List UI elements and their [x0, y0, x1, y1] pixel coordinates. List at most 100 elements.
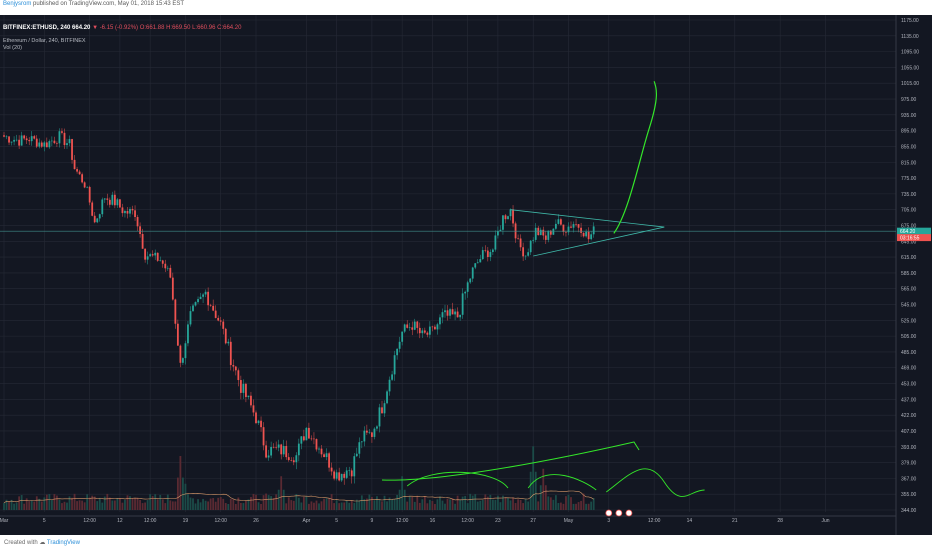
candle-body [134, 210, 136, 218]
x-axis-tick-label: Apr [303, 518, 311, 524]
y-axis-tick-label: 565.00 [901, 287, 917, 293]
volume-bar [348, 502, 351, 510]
volume-trend-drawing[interactable] [381, 441, 640, 481]
candle-body [18, 139, 21, 146]
candle-body [587, 231, 590, 240]
volume-bump-drawing[interactable] [527, 474, 597, 491]
volume-bar [161, 499, 164, 510]
volume-bar [323, 498, 325, 510]
candle-body [562, 224, 565, 232]
candle-body [544, 235, 547, 240]
event-marker-icon[interactable] [625, 509, 633, 517]
volume-bar [318, 503, 320, 510]
candle-body [174, 299, 177, 324]
volume-bar [572, 503, 575, 510]
volume-bar [169, 500, 172, 510]
volume-bar [504, 497, 507, 510]
candle-body [549, 230, 552, 235]
volume-bar [257, 502, 260, 510]
candle-body [20, 135, 23, 146]
volume-bar [456, 495, 459, 510]
candle-body [575, 224, 577, 225]
volume-bar [421, 499, 424, 510]
volume-projection-drawing[interactable] [606, 468, 705, 497]
volume-bar [418, 502, 421, 510]
volume-bar [582, 493, 585, 510]
volume-bar [302, 496, 305, 510]
volume-bar [459, 499, 462, 510]
volume-bar [469, 493, 472, 510]
price-label-box [897, 227, 931, 235]
candle-body [103, 198, 106, 200]
y-axis-tick-label: 675.00 [901, 223, 917, 229]
triangle-lower-trendline[interactable] [533, 226, 665, 257]
y-axis-tick-label: 393.00 [901, 445, 917, 451]
symbol-name[interactable]: BITFINEX:ETHUSD, 240 [3, 25, 71, 31]
volume-bar [275, 494, 278, 510]
volume-bar [388, 497, 391, 510]
volume-bar [171, 501, 174, 510]
volume-bar [471, 495, 474, 510]
volume-bar [45, 494, 48, 510]
candle-body [257, 420, 260, 424]
y-axis-tick-label: 379.00 [901, 461, 917, 467]
volume-indicator-label[interactable]: Vol (20) [3, 45, 22, 51]
volume-bar [176, 477, 179, 510]
candle-body [494, 235, 497, 250]
volume-bar [396, 494, 399, 510]
volume-bump-drawing[interactable] [406, 471, 509, 489]
chart-area[interactable]: 1175.00 1135.00 1095.00 1055.00 1015.00 975.0… [0, 15, 932, 535]
y-axis-tick-label: 469.00 [901, 366, 917, 372]
volume-bar [305, 496, 308, 510]
candle-body [270, 446, 273, 456]
candle-body [209, 305, 212, 306]
event-marker-icon[interactable] [605, 509, 613, 517]
candle-body [277, 444, 280, 448]
volume-bar [25, 498, 28, 510]
volume-bar [570, 497, 572, 510]
event-marker-icon[interactable] [615, 509, 623, 517]
candle-body [252, 405, 255, 413]
volume-bar [534, 471, 537, 510]
candle-body [373, 428, 376, 437]
candle-body [88, 186, 91, 203]
volume-bar [237, 497, 240, 510]
volume-bar [8, 501, 10, 510]
volume-bar [43, 497, 46, 510]
volume-bar [121, 502, 124, 510]
tradingview-brand-link[interactable]: TradingView [46, 540, 80, 546]
x-axis-tick-label: 3 [607, 518, 610, 524]
y-axis-tick-label: 935.00 [901, 113, 917, 119]
volume-bar [245, 500, 247, 510]
volume-bar [255, 494, 257, 510]
volume-bar [204, 500, 207, 510]
volume-bar [166, 494, 169, 510]
y-axis-tick-label: 895.00 [901, 129, 917, 135]
x-axis-tick-label: 23 [495, 518, 501, 524]
volume-bar [376, 496, 378, 510]
candle-body [111, 194, 114, 205]
projection-drawing[interactable] [613, 81, 657, 234]
candle-body [421, 330, 424, 334]
volume-bar [514, 503, 517, 510]
volume-bar [71, 497, 73, 510]
volume-bar [446, 498, 449, 510]
triangle-upper-trendline[interactable] [510, 209, 665, 228]
series-title[interactable]: Ethereum / Dollar, 240, BITFINEX [3, 38, 86, 44]
candle-body [418, 327, 421, 334]
candle-body [401, 331, 404, 342]
volume-bar [63, 501, 66, 510]
candle-body [456, 311, 459, 318]
price-chart[interactable]: 1175.00 1135.00 1095.00 1055.00 1015.00 975.0… [0, 15, 932, 535]
candle-body [146, 256, 149, 260]
volume-bar [330, 494, 333, 510]
volume-bar [129, 496, 131, 510]
volume-bar [509, 500, 512, 510]
volume-bar [35, 496, 38, 510]
candle-body [66, 143, 68, 146]
author-link[interactable]: Benjysrom [3, 1, 32, 7]
price-label-text: 03:16:55 [900, 236, 920, 242]
candle-body [202, 294, 204, 297]
candle-body [58, 131, 61, 144]
volume-bar [557, 503, 560, 510]
